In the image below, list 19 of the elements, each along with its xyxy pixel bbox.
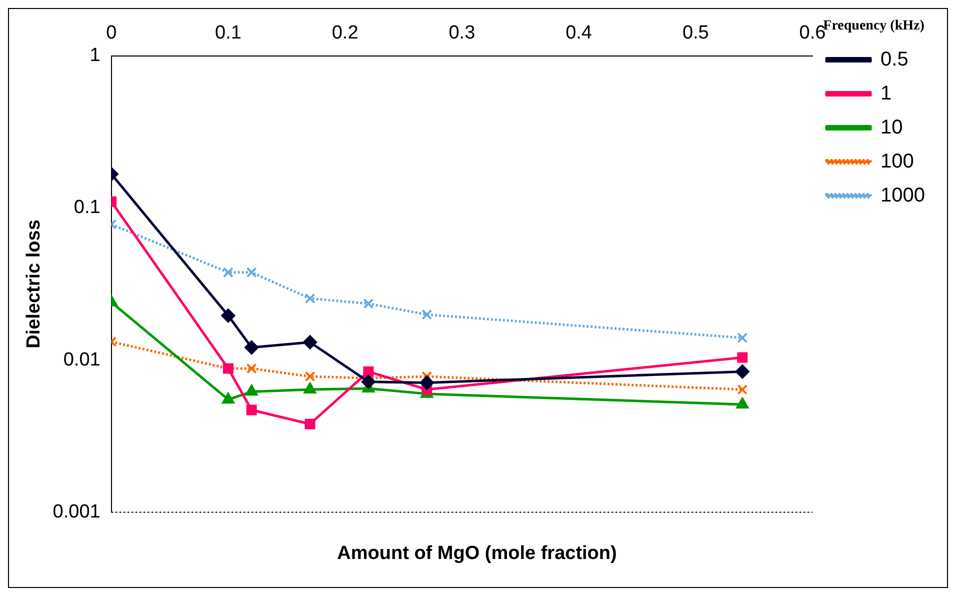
legend-title: Frequency (kHz)	[823, 18, 925, 34]
legend-label: 0.5	[880, 48, 908, 70]
x-tick-label: 0.5	[682, 22, 709, 44]
x-tick-label: 0.1	[214, 22, 242, 44]
legend-label: 1	[880, 82, 892, 104]
x-tick-label: 0.6	[799, 22, 826, 44]
x-tick-label: 0.2	[332, 22, 358, 44]
x-tick-label: 0.3	[448, 22, 476, 44]
y-axis-title: Dielectric loss	[24, 220, 45, 348]
y-tick-label: 1	[90, 45, 100, 66]
x-tick-label: 0	[106, 22, 117, 44]
legend-label: 1000	[880, 184, 926, 206]
y-tick-label: 0.001	[52, 501, 100, 522]
y-tick-label: 0.01	[63, 349, 100, 370]
legend-label: 100	[880, 150, 914, 172]
legend-label: 10	[880, 116, 903, 138]
y-tick-label: 0.1	[74, 197, 100, 218]
x-tick-label: 0.4	[566, 22, 592, 44]
x-axis-title: Amount of MgO (mole fraction)	[337, 542, 617, 564]
